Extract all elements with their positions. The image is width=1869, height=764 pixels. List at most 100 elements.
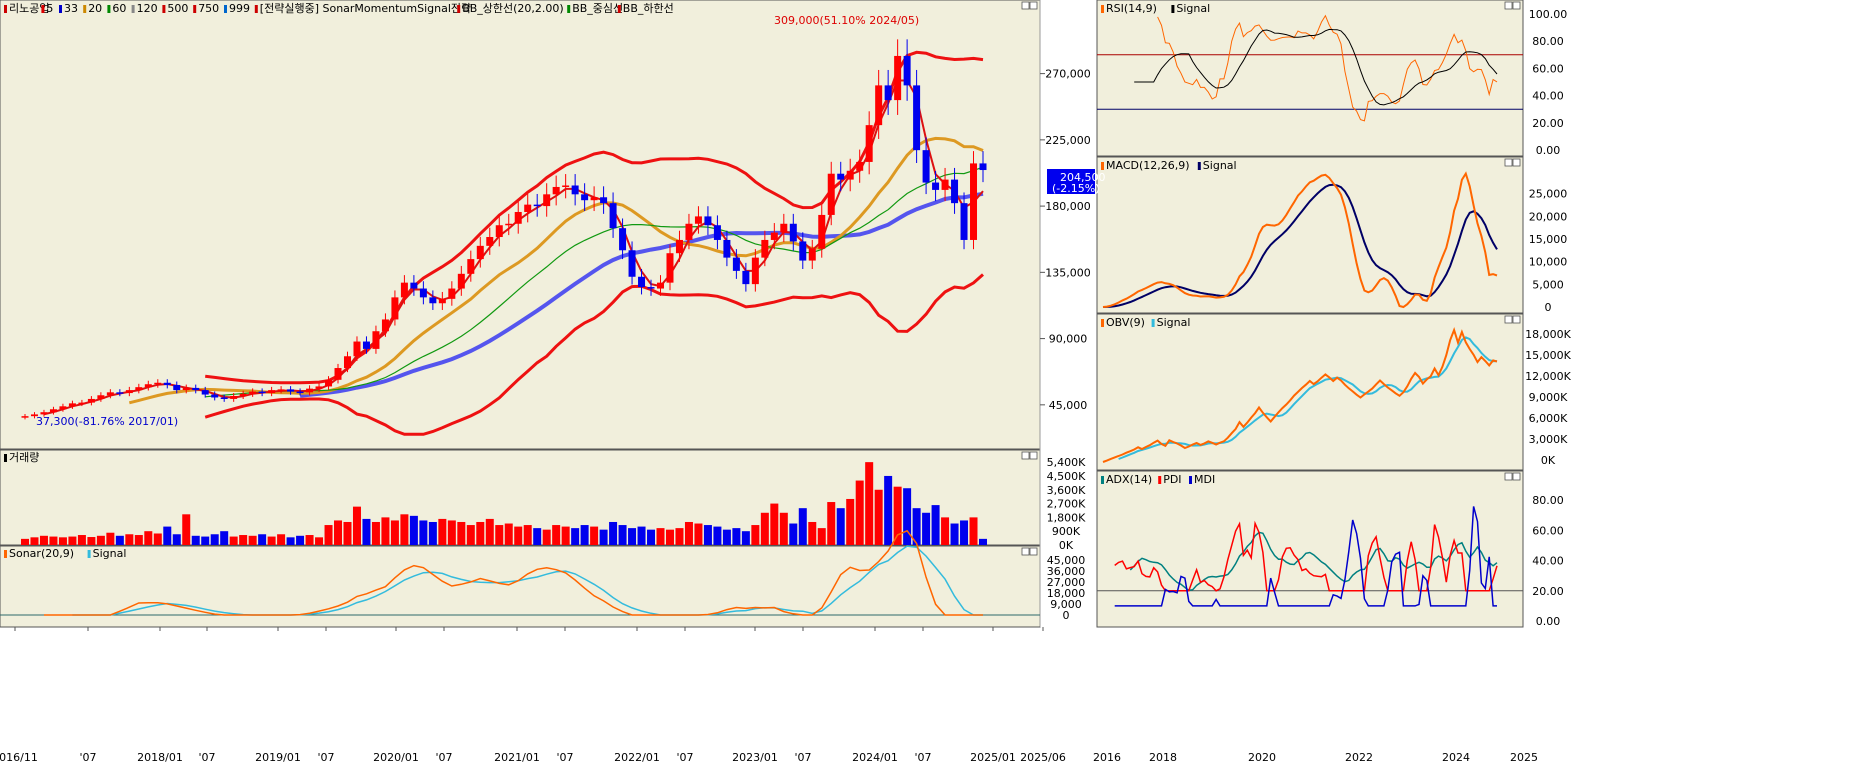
volume-bar <box>30 537 39 545</box>
candle-body <box>467 259 475 274</box>
bb-middle-line <box>205 166 984 398</box>
candle-body <box>837 173 845 180</box>
main-legend-item: 33 <box>64 2 78 15</box>
volume-bar <box>191 535 200 545</box>
volume-y-tick-label: 0K <box>1059 539 1074 552</box>
volume-bar <box>381 517 390 545</box>
candle-body <box>770 232 778 240</box>
volume-bar <box>514 526 523 545</box>
x-axis-label: '07 <box>676 751 693 764</box>
volume-bar <box>637 526 646 545</box>
volume-bar <box>49 536 58 545</box>
main-legend-swatch <box>162 5 166 13</box>
volume-bar <box>817 528 826 545</box>
candle-body <box>533 204 541 207</box>
panel-sonar-maximize-icon <box>1029 547 1038 556</box>
volume-bar <box>466 525 475 545</box>
volume-bar <box>96 535 105 545</box>
volume-bar <box>409 515 418 545</box>
volume-bar <box>125 534 134 545</box>
volume-bar <box>779 512 788 545</box>
volume-bar <box>201 536 210 545</box>
volume-bar <box>827 502 836 545</box>
candle-body <box>78 402 86 405</box>
volume-bar <box>665 529 674 545</box>
candle-body <box>154 382 162 385</box>
rsi-y-tick-label: 40.00 <box>1532 90 1564 103</box>
main-legend-item: BB_중심선 <box>572 2 623 15</box>
ma-long-line <box>299 191 984 398</box>
volume-bar <box>428 521 437 545</box>
main-legend-item: 리노공업 <box>9 2 49 15</box>
candle-body <box>960 203 968 240</box>
volume-bar <box>684 521 693 545</box>
x-axis-label: '07 <box>914 751 931 764</box>
volume-bar <box>931 505 940 545</box>
volume-bar <box>912 508 921 545</box>
candle-body <box>258 391 266 394</box>
candle-body <box>780 223 788 233</box>
main-legend-swatch <box>41 5 45 13</box>
panel-vol-maximize-icon <box>1029 451 1038 460</box>
candle-body <box>400 282 408 298</box>
low-annotation: 37,300(-81.76% 2017/01) <box>36 415 178 428</box>
volume-bar <box>542 529 551 545</box>
volume-bar <box>903 488 912 545</box>
candle-body <box>192 387 200 391</box>
candle-body <box>619 228 627 251</box>
volume-bar <box>144 531 153 545</box>
candle-body <box>600 197 608 204</box>
candle-body <box>505 223 513 226</box>
candle-body <box>761 239 769 258</box>
volume-bar <box>68 536 77 545</box>
candle-body <box>391 297 399 320</box>
rsi-y-tick-label: 20.00 <box>1532 117 1564 130</box>
volume-bar <box>182 514 191 545</box>
panel-rsi <box>1096 0 1524 157</box>
candle-body <box>448 288 456 299</box>
x-axis-label: '07 <box>317 751 334 764</box>
volume-bar <box>286 537 295 545</box>
main-legend-item: 750 <box>198 2 219 15</box>
macd-y-tick-label: 10,000 <box>1529 256 1568 269</box>
candle-body <box>524 204 532 212</box>
sonar-legend-item: Signal <box>93 547 127 560</box>
candle-body <box>590 197 598 201</box>
candle-body <box>694 216 702 224</box>
volume-bar <box>722 529 731 545</box>
x-axis-label: '07 <box>556 751 573 764</box>
candle-body <box>789 223 797 242</box>
volume-bar <box>447 520 456 545</box>
macd-y-tick-label: 20,000 <box>1529 210 1568 223</box>
ma5-line <box>43 79 984 416</box>
sonar-y-tick-label: 18,000 <box>1047 587 1086 600</box>
candle-body <box>410 282 418 289</box>
candle-body <box>713 225 721 240</box>
x-axis-label: '07 <box>79 751 96 764</box>
main-legend-item: BB_상한선(20,2.00) <box>462 2 564 15</box>
adx-legend-swatch <box>1189 476 1192 484</box>
x-axis-label: '07 <box>794 751 811 764</box>
volume-bar <box>352 506 361 545</box>
main-legend-swatch <box>131 5 135 13</box>
candle-body <box>581 194 589 201</box>
candle-body <box>87 398 95 403</box>
candle-body <box>59 406 67 410</box>
panel-rsi-maximize-icon <box>1512 1 1521 10</box>
volume-bar <box>533 528 542 545</box>
main-y-tick-label: 225,000 <box>1045 134 1091 147</box>
candle-body <box>296 391 304 394</box>
main-legend-swatch <box>567 5 571 13</box>
panel-macd <box>1096 156 1524 314</box>
pdi-line <box>1114 520 1498 592</box>
main-legend-item: 5 <box>46 2 53 15</box>
volume-bar <box>343 521 352 545</box>
volume-bar <box>599 529 608 545</box>
candle-body <box>429 297 437 304</box>
volume-y-tick-label: 1,800K <box>1047 511 1086 524</box>
main-legend-swatch <box>59 5 62 13</box>
candle-body <box>875 85 883 126</box>
candle-body <box>932 182 940 190</box>
candle-body <box>970 163 978 240</box>
